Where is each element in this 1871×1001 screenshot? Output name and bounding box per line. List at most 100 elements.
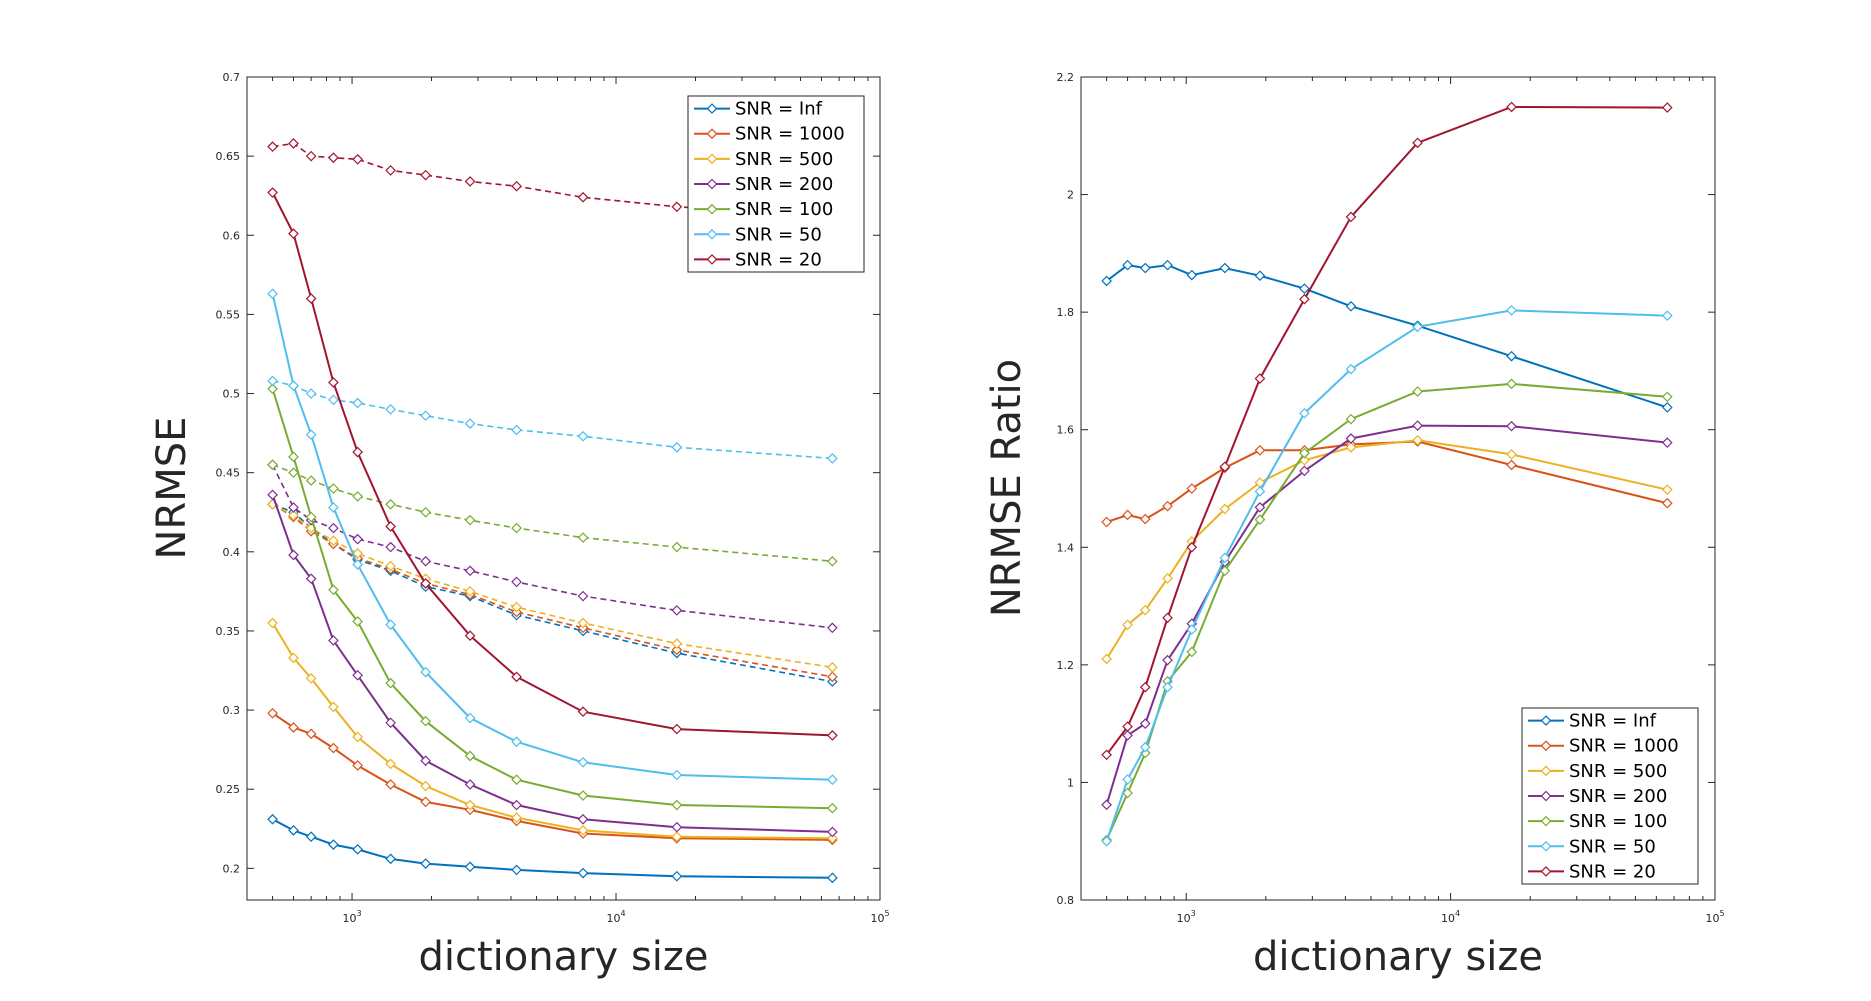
data-point bbox=[1101, 516, 1112, 528]
data-point bbox=[1661, 102, 1673, 113]
data-point bbox=[827, 730, 838, 741]
series-group bbox=[267, 138, 838, 884]
data-point bbox=[511, 576, 522, 588]
data-point bbox=[1162, 612, 1173, 624]
data-point bbox=[328, 522, 339, 534]
data-point bbox=[288, 380, 299, 391]
data-point bbox=[1122, 259, 1133, 271]
data-point bbox=[267, 141, 278, 152]
legend: SNR = Inf SNR = 1000 SNR = 500 SNR = 200 SNR… bbox=[1521, 707, 1699, 885]
y-tick-label: 0.5 bbox=[223, 388, 241, 401]
data-point bbox=[420, 555, 431, 567]
data-point bbox=[464, 861, 476, 873]
data-point bbox=[1661, 391, 1673, 403]
data-point bbox=[352, 153, 363, 165]
data-point bbox=[385, 619, 396, 630]
data-point bbox=[1101, 653, 1112, 665]
data-point bbox=[1219, 503, 1231, 515]
data-point bbox=[1162, 681, 1173, 693]
data-point bbox=[827, 802, 838, 814]
data-point bbox=[420, 169, 431, 181]
data-point bbox=[1219, 565, 1231, 577]
data-point bbox=[305, 728, 317, 740]
data-point bbox=[1506, 305, 1517, 316]
data-point bbox=[577, 813, 589, 825]
data-point bbox=[288, 549, 299, 561]
data-point bbox=[577, 430, 589, 442]
data-point bbox=[827, 774, 838, 786]
data-point bbox=[827, 622, 838, 634]
data-point bbox=[328, 742, 339, 754]
legend-marker bbox=[706, 228, 718, 240]
x-tick-label: 105 bbox=[1705, 909, 1724, 925]
y-tick-label: 1.4 bbox=[1057, 541, 1075, 554]
data-point bbox=[352, 731, 363, 743]
data-point bbox=[328, 584, 339, 596]
data-point bbox=[267, 383, 278, 395]
data-point bbox=[671, 644, 683, 656]
data-point bbox=[305, 511, 317, 523]
series-line-solid bbox=[271, 388, 833, 810]
data-point bbox=[1661, 402, 1673, 413]
data-point bbox=[511, 522, 522, 534]
data-point bbox=[1506, 420, 1517, 432]
data-point bbox=[385, 717, 396, 729]
data-point bbox=[577, 790, 589, 801]
y-tick-label: 0.6 bbox=[223, 229, 241, 242]
data-point bbox=[288, 825, 299, 836]
data-point bbox=[671, 723, 683, 735]
series-line-dashed bbox=[272, 142, 833, 218]
legend-label: SNR = 1000 bbox=[735, 124, 845, 145]
y-axis: 0.8 1 1.2 1.4 1.6 1.8 2 2.2 bbox=[1057, 71, 1715, 907]
data-point bbox=[1186, 269, 1198, 281]
data-point bbox=[1412, 321, 1423, 333]
plot-frame bbox=[1080, 76, 1716, 901]
data-point bbox=[1412, 434, 1423, 446]
data-point bbox=[385, 677, 396, 689]
data-point bbox=[671, 821, 683, 833]
data-point bbox=[288, 722, 299, 733]
y-axis-title: NRMSE bbox=[149, 417, 195, 560]
data-point bbox=[1506, 459, 1517, 471]
legend-label: SNR = 100 bbox=[1569, 811, 1667, 832]
data-point bbox=[1101, 749, 1112, 761]
data-point bbox=[1299, 447, 1310, 459]
data-point bbox=[385, 498, 396, 510]
data-point bbox=[420, 858, 431, 869]
data-point bbox=[577, 617, 589, 629]
y-tick-label: 0.3 bbox=[223, 704, 241, 717]
data-point bbox=[328, 635, 339, 646]
legend-label: SNR = 1000 bbox=[1569, 736, 1679, 757]
data-point bbox=[420, 506, 431, 518]
data-point bbox=[288, 510, 299, 521]
data-point bbox=[1299, 407, 1310, 419]
series-line-solid bbox=[271, 192, 833, 737]
data-point bbox=[420, 780, 431, 792]
data-point bbox=[1254, 373, 1266, 384]
data-point bbox=[267, 707, 278, 719]
data-point bbox=[352, 616, 363, 627]
data-point bbox=[464, 514, 476, 526]
data-point bbox=[1101, 275, 1112, 287]
data-point bbox=[352, 446, 363, 458]
legend-marker bbox=[706, 254, 718, 265]
data-point bbox=[577, 532, 589, 543]
data-point bbox=[511, 180, 522, 192]
plot-frame bbox=[246, 76, 881, 901]
data-point bbox=[1506, 449, 1517, 460]
series-line-dashed bbox=[272, 464, 833, 563]
data-point bbox=[305, 475, 317, 486]
data-point bbox=[511, 736, 522, 748]
data-point bbox=[288, 652, 299, 664]
data-point bbox=[1506, 378, 1517, 390]
legend-marker bbox=[1540, 840, 1552, 852]
y-tick-label: 1.2 bbox=[1057, 659, 1075, 672]
data-point bbox=[511, 812, 522, 824]
data-point bbox=[577, 867, 589, 879]
data-point bbox=[267, 375, 278, 387]
data-point bbox=[288, 138, 299, 149]
data-point bbox=[1139, 681, 1151, 693]
legend-label: SNR = 200 bbox=[735, 174, 833, 195]
series-line-solid bbox=[1105, 382, 1668, 841]
